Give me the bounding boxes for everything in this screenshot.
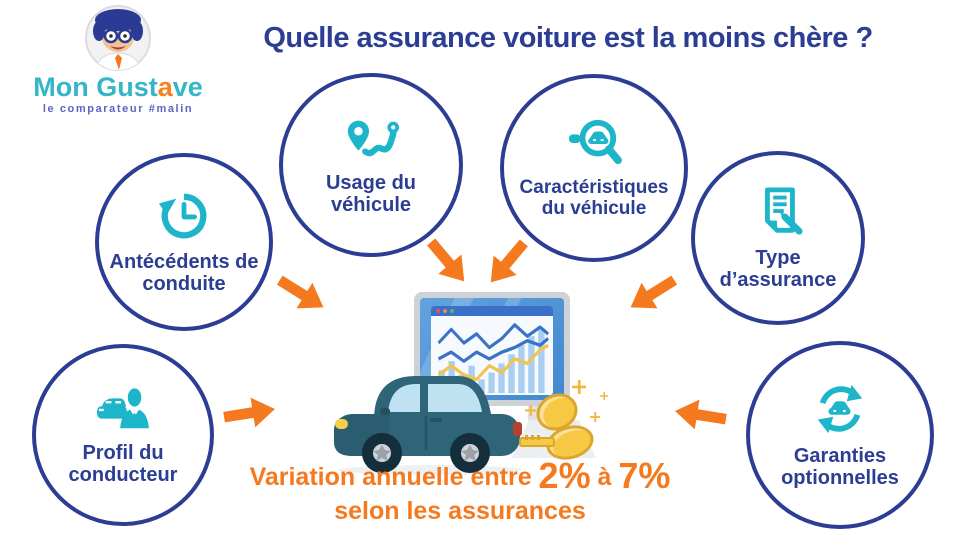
arrow-from-profil-icon	[221, 392, 280, 434]
route-pin-icon	[343, 114, 399, 164]
factor-circle-type-assurance: Type d’assurance	[691, 151, 865, 325]
factor-label: Usage du véhicule	[325, 171, 417, 216]
mascot-avatar	[84, 4, 152, 72]
variation-line2: selon les assurances	[334, 497, 586, 525]
factor-circle-antecedents: Antécédents de conduite	[95, 153, 273, 331]
history-clock-icon	[157, 189, 211, 243]
brand-name-part2: ve	[172, 72, 203, 102]
window-dot-red-icon	[436, 309, 440, 313]
sparkle-icon	[572, 380, 586, 394]
sparkle-icon	[525, 405, 536, 416]
brand-name-accent: a	[157, 72, 173, 102]
page-title: Quelle assurance voiture est la moins ch…	[263, 22, 873, 54]
brand-logo: Mon Gustave le comparateur #malin	[18, 4, 218, 115]
factor-label: Type d’assurance	[719, 246, 837, 291]
arrow-from-usage-icon	[418, 230, 479, 293]
brand-name: Mon Gustave	[18, 74, 218, 101]
contract-pen-icon	[752, 185, 804, 239]
arrow-from-garanties-icon	[671, 394, 730, 436]
brand-name-part1: Mon Gust	[33, 72, 158, 102]
factor-circle-usage: Usage du véhicule	[279, 73, 463, 257]
window-dot-orange-icon	[443, 309, 447, 313]
variation-min-value: 2%	[538, 455, 591, 496]
variation-prefix: Variation annuelle entre	[249, 463, 532, 491]
variation-max-value: 7%	[618, 455, 671, 496]
factor-circle-caracteristiques: Caractéristiques du véhicule	[500, 74, 688, 262]
driver-car-icon	[94, 384, 152, 434]
car-illustration	[330, 356, 532, 478]
factor-label: Caractéristiques du véhicule	[519, 176, 669, 219]
variation-line1: Variation annuelle entre 2% à 7%	[230, 458, 690, 494]
factor-label: Profil du conducteur	[68, 441, 178, 486]
factor-circle-profil: Profil du conducteur	[32, 344, 214, 526]
brand-tagline: le comparateur #malin	[42, 103, 194, 115]
arrow-from-antecedents-icon	[270, 265, 334, 322]
sparkle-icon	[600, 392, 608, 400]
factor-label: Garanties optionnelles	[781, 444, 899, 489]
factor-circle-garanties: Garanties optionnelles	[746, 341, 934, 529]
mascot-icon	[85, 5, 151, 71]
car-magnifier-icon	[565, 117, 623, 169]
car-key-shaft-icon	[519, 435, 555, 447]
window-dot-green-icon	[450, 309, 454, 313]
car-refresh-icon	[812, 381, 868, 437]
sparkle-icon	[590, 412, 600, 422]
variation-connector: à	[597, 463, 612, 491]
arrow-from-type-assurance-icon	[620, 265, 684, 322]
factor-label: Antécédents de conduite	[109, 250, 259, 295]
arrow-from-caracteristiques-icon	[477, 231, 538, 294]
variation-caption: Variation annuelle entre 2% à 7% selon l…	[230, 458, 690, 526]
browser-titlebar	[431, 306, 553, 316]
